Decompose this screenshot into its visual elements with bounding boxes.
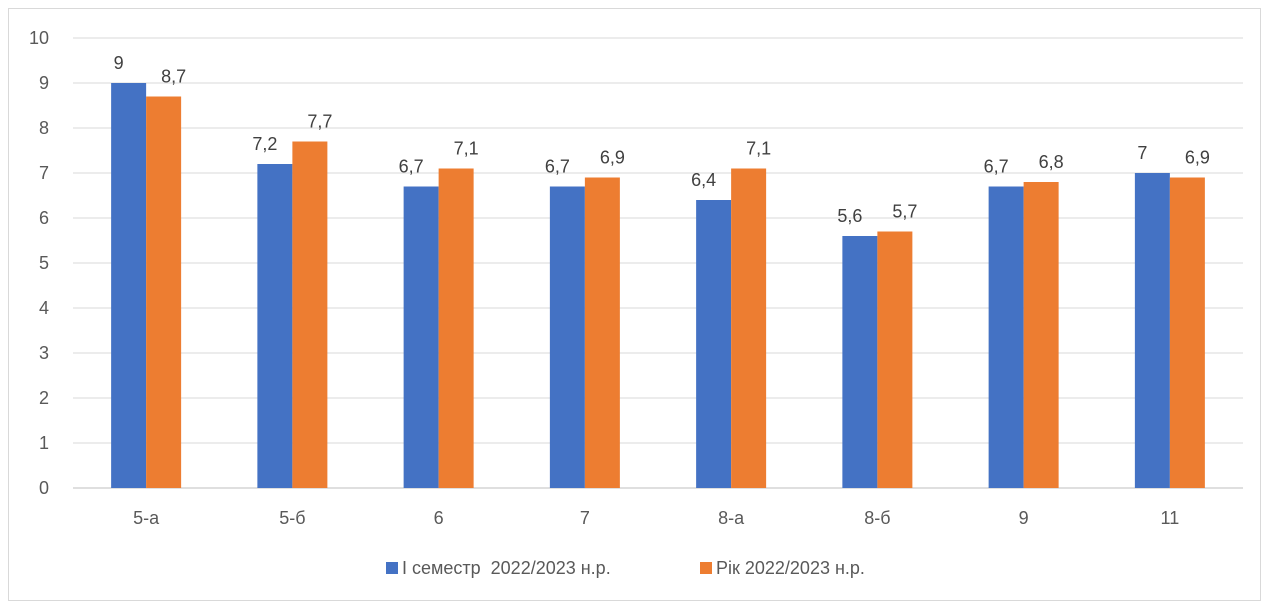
x-tick-label: 8-а (718, 508, 745, 528)
x-tick-label: 7 (580, 508, 590, 528)
bar-series-2 (1169, 177, 1205, 488)
data-label: 5,6 (837, 206, 862, 226)
data-label: 7,1 (746, 139, 771, 159)
data-label: 6,7 (984, 157, 1009, 177)
bar-series-2 (877, 231, 913, 488)
bar-series-1 (111, 83, 147, 488)
legend-swatch (386, 562, 398, 574)
y-tick-label: 2 (39, 388, 49, 408)
y-tick-label: 4 (39, 298, 49, 318)
y-tick-label: 8 (39, 118, 49, 138)
bar-series-1 (257, 164, 293, 488)
data-label: 7,2 (252, 134, 277, 154)
bar-series-2 (731, 168, 767, 488)
bar-series-2 (292, 141, 328, 488)
bar-series-2 (584, 177, 620, 488)
x-tick-label: 5-а (133, 508, 160, 528)
bar-series-2 (438, 168, 474, 488)
data-label: 9 (114, 53, 124, 73)
bar-series-2 (146, 96, 182, 488)
y-tick-label: 7 (39, 163, 49, 183)
legend-label: І семестр 2022/2023 н.р. (402, 558, 611, 578)
y-tick-label: 9 (39, 73, 49, 93)
data-label: 7,1 (454, 139, 479, 159)
data-label: 6,8 (1039, 152, 1064, 172)
bar-series-2 (1023, 182, 1059, 488)
data-label: 6,7 (399, 157, 424, 177)
x-tick-label: 11 (1161, 508, 1180, 528)
bar-series-1 (403, 186, 439, 488)
legend-swatch (700, 562, 712, 574)
x-tick-label: 8-б (864, 508, 890, 528)
x-tick-label: 5-б (279, 508, 305, 528)
bar-series-1 (842, 236, 878, 488)
data-label: 6,9 (600, 148, 625, 168)
bar-series-1 (549, 186, 585, 488)
x-tick-label: 6 (434, 508, 444, 528)
data-label: 7 (1137, 143, 1147, 163)
data-label: 8,7 (161, 67, 186, 87)
y-tick-label: 0 (39, 478, 49, 498)
data-label: 6,9 (1185, 148, 1210, 168)
data-label: 5,7 (892, 202, 917, 222)
y-tick-label: 1 (39, 433, 49, 453)
bar-series-1 (696, 200, 732, 488)
data-label: 6,7 (545, 157, 570, 177)
y-tick-label: 3 (39, 343, 49, 363)
y-tick-label: 10 (29, 28, 49, 48)
data-label: 6,4 (691, 170, 716, 190)
y-tick-label: 5 (39, 253, 49, 273)
y-tick-label: 6 (39, 208, 49, 228)
bar-series-1 (1134, 173, 1170, 488)
bar-series-1 (988, 186, 1024, 488)
data-label: 7,7 (307, 112, 332, 132)
legend-label: Рік 2022/2023 н.р. (716, 558, 865, 578)
x-tick-label: 9 (1019, 508, 1029, 528)
